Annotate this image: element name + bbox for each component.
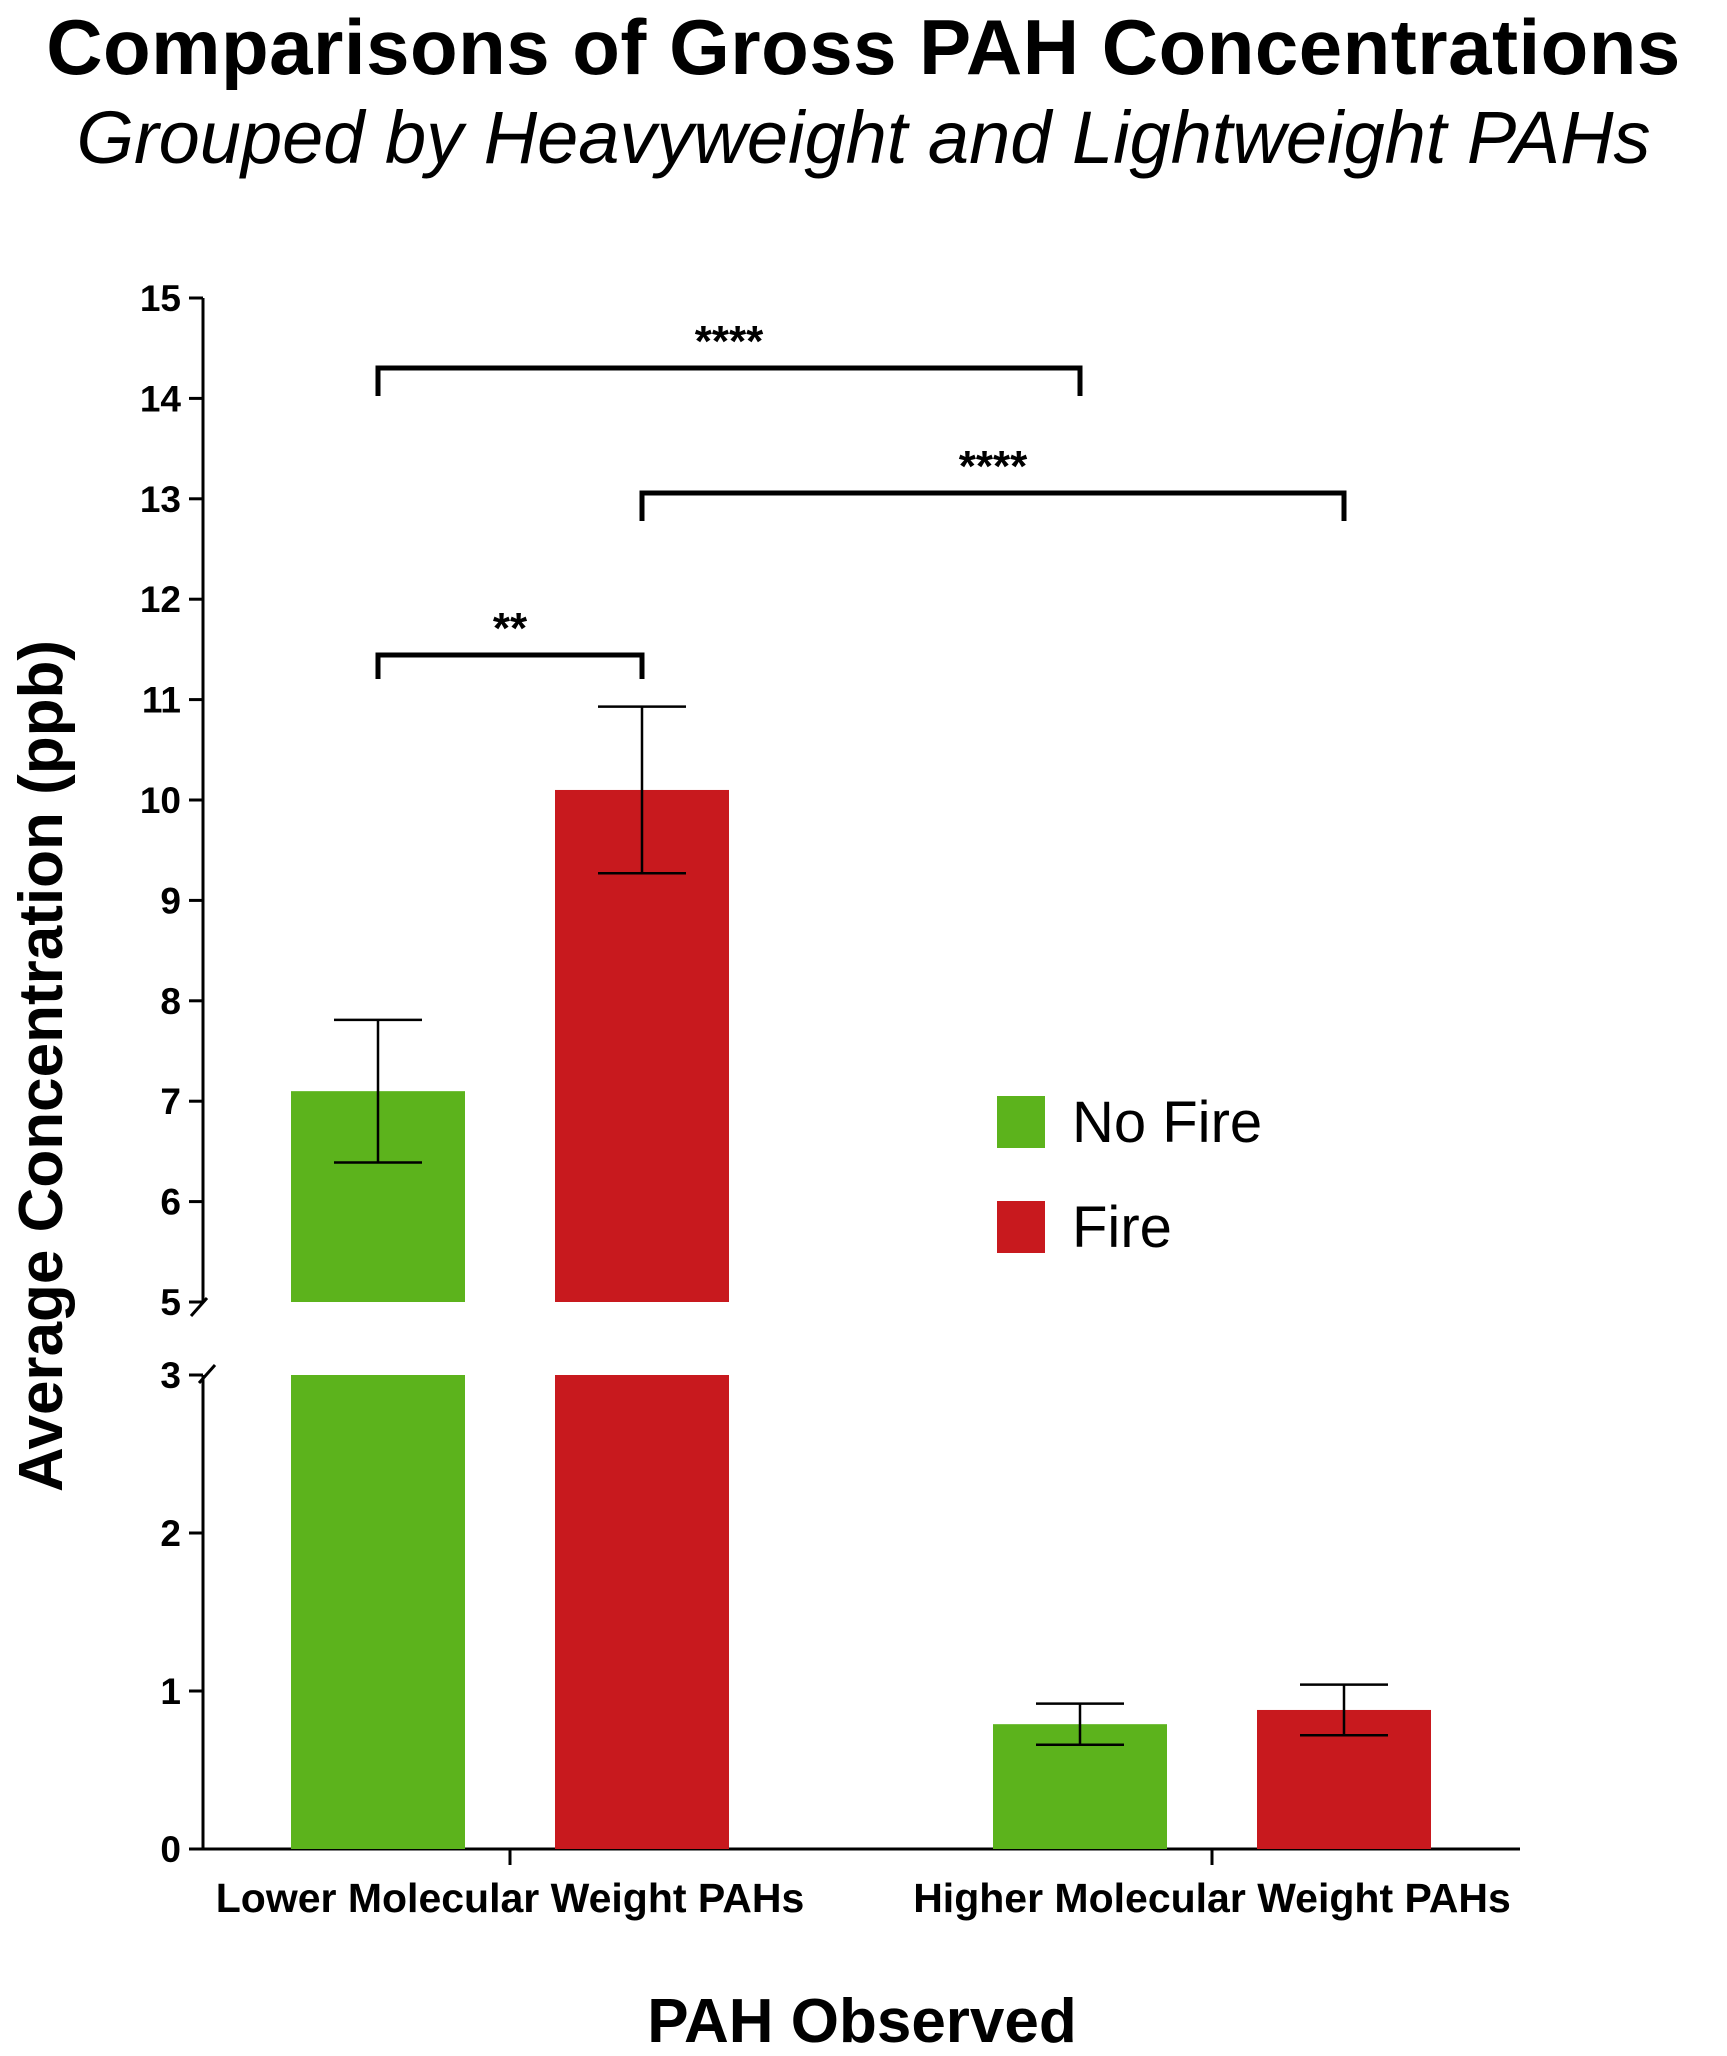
legend: No Fire Fire	[997, 1090, 1262, 1260]
y-tick-label: 13	[140, 479, 181, 520]
y-tick-label: 7	[160, 1081, 181, 1122]
chart-title: Comparisons of Gross PAH Concentrations	[46, 3, 1681, 91]
significance-bracket	[375, 365, 1083, 396]
y-tick-label: 1	[160, 1671, 181, 1712]
axis-break-mark	[197, 1364, 217, 1384]
bar	[555, 1375, 729, 1849]
bar	[291, 1375, 465, 1849]
x-tick-label: Lower Molecular Weight PAHs	[216, 1875, 805, 1921]
axis-break-mark	[189, 1297, 209, 1317]
y-tick-label: 6	[160, 1182, 181, 1223]
bars	[291, 705, 1431, 1849]
y-axis-title: Average Concentration (ppb)	[7, 640, 76, 1492]
significance-label: ****	[695, 317, 764, 366]
y-tick-label: 2	[160, 1513, 181, 1554]
y-tick-label: 14	[140, 378, 182, 419]
legend-swatch	[997, 1096, 1045, 1148]
x-axis-title: PAH Observed	[647, 1987, 1077, 2056]
legend-label: No Fire	[1072, 1090, 1262, 1155]
significance-bracket	[375, 652, 645, 679]
bar	[555, 789, 729, 1302]
significance-brackets: **********	[375, 317, 1347, 679]
y-tick-label: 15	[140, 278, 181, 319]
y-tick-label: 0	[160, 1829, 181, 1870]
y-tick-label: 10	[140, 780, 181, 821]
y-tick-label: 12	[140, 579, 181, 620]
y-tick-label: 8	[160, 981, 181, 1022]
y-tick-label: 9	[160, 880, 181, 921]
legend-swatch	[997, 1201, 1045, 1253]
y-tick-label: 5	[160, 1282, 181, 1323]
significance-label: ****	[959, 442, 1028, 491]
chart-subtitle: Grouped by Heavyweight and Lightweight P…	[76, 96, 1651, 179]
x-tick-label: Higher Molecular Weight PAHs	[913, 1875, 1511, 1921]
y-tick-label: 3	[160, 1355, 181, 1396]
legend-label: Fire	[1072, 1195, 1172, 1260]
significance-bracket	[639, 490, 1347, 521]
y-tick-label: 11	[142, 680, 181, 721]
significance-label: **	[493, 604, 528, 653]
